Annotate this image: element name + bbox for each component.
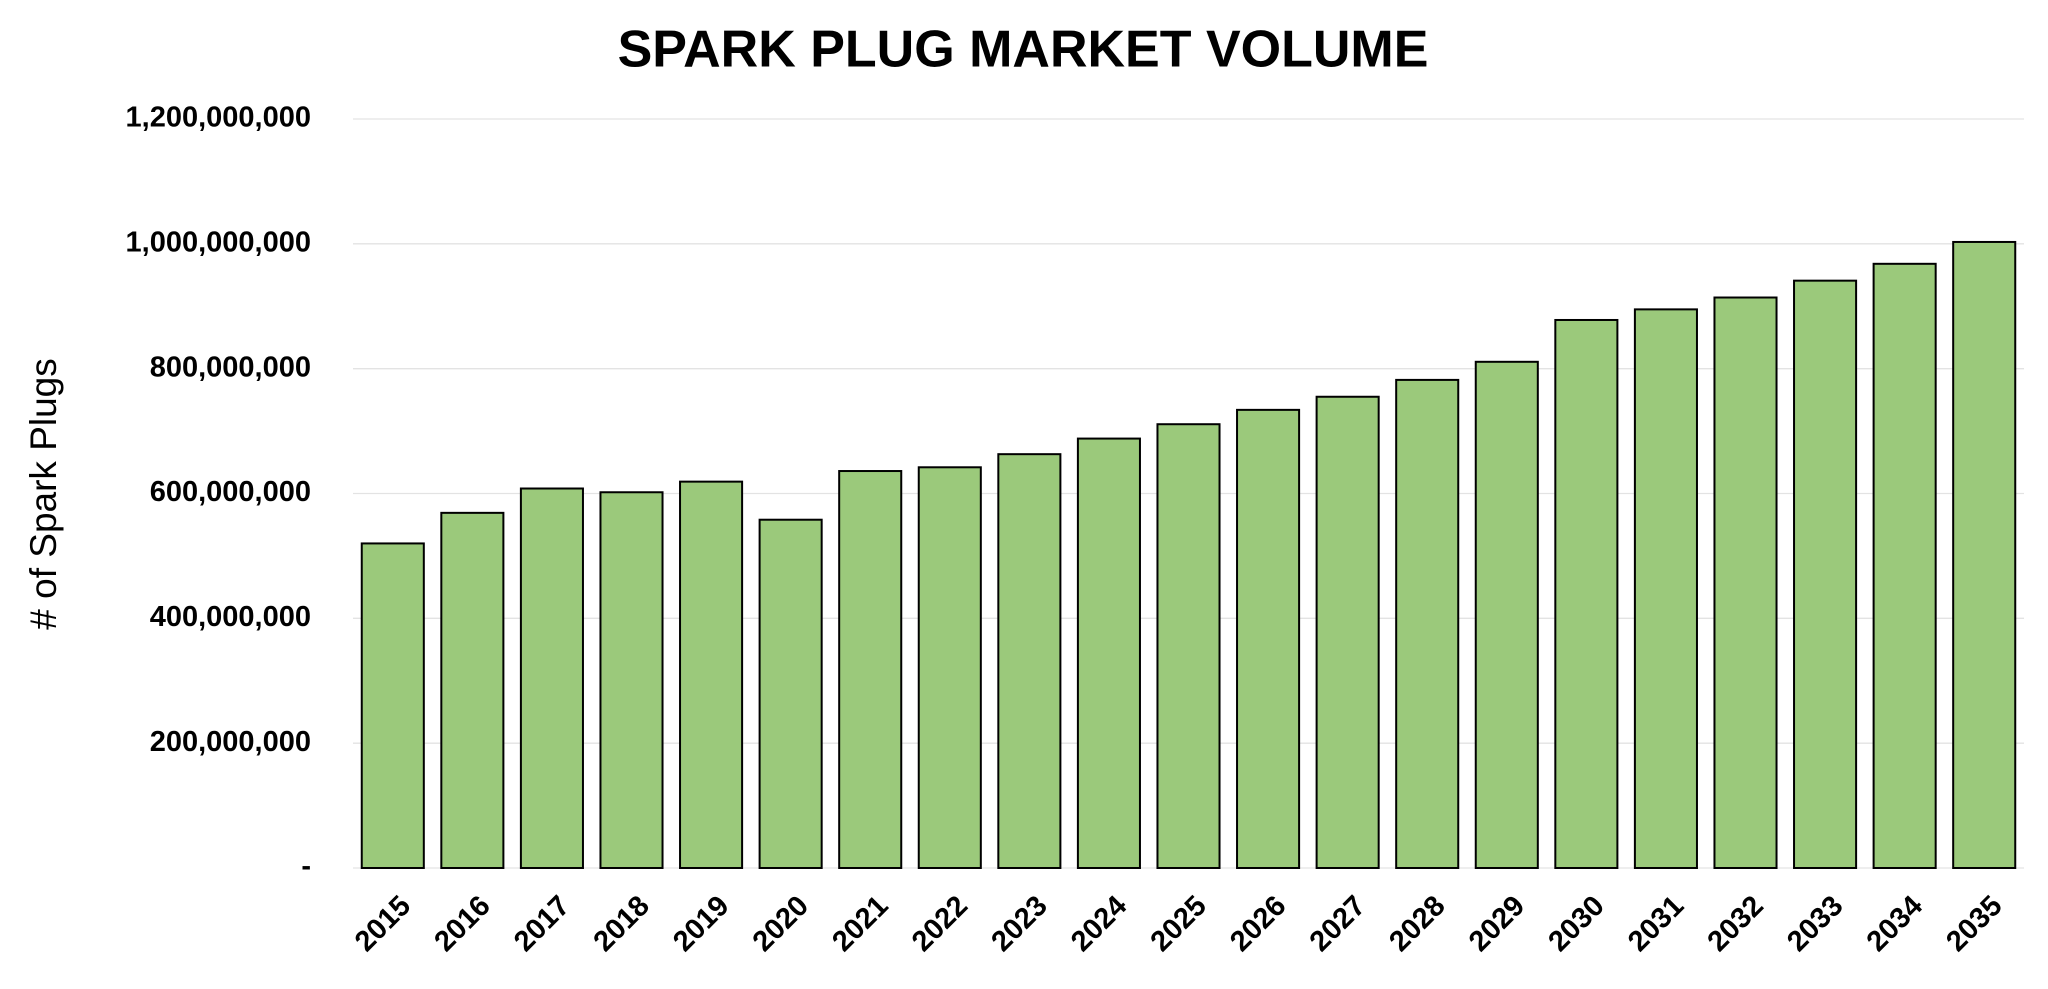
- x-tick-label: 2020: [747, 890, 815, 958]
- bar: [679, 480, 744, 869]
- y-tick-label: 1,000,000,000: [126, 226, 311, 258]
- x-tick-label: 2021: [826, 890, 894, 958]
- x-tick-label: 2026: [1224, 890, 1292, 958]
- y-tick-label: 200,000,000: [150, 726, 311, 758]
- bar: [519, 487, 584, 869]
- bar: [758, 518, 823, 870]
- bar: [1395, 378, 1460, 869]
- bar: [1315, 395, 1380, 869]
- bar: [1236, 408, 1301, 869]
- x-tick-label: 2031: [1622, 890, 1690, 958]
- x-tick-label: 2028: [1383, 890, 1451, 958]
- x-tick-label: 2017: [508, 890, 576, 958]
- x-tick-label: 2024: [1065, 890, 1133, 958]
- bar: [1952, 240, 2017, 870]
- y-tick-label: 600,000,000: [150, 476, 311, 508]
- bar: [1554, 318, 1619, 869]
- y-tick-label: 1,200,000,000: [126, 102, 311, 134]
- bar: [599, 491, 664, 869]
- bar: [917, 466, 982, 869]
- y-tick-label: -: [301, 851, 311, 883]
- bar: [1713, 296, 1778, 869]
- x-tick-label: 2016: [428, 890, 496, 958]
- x-tick-label: 2025: [1145, 890, 1213, 958]
- x-tick-label: 2032: [1702, 890, 1770, 958]
- y-axis-title: # of Spark Plugs: [23, 358, 64, 629]
- bar: [1474, 360, 1539, 869]
- x-tick-label: 2023: [985, 890, 1053, 958]
- x-tick-label: 2027: [1304, 890, 1372, 958]
- bar: [1633, 308, 1698, 869]
- x-tick-label: 2029: [1463, 890, 1531, 958]
- bar: [1156, 423, 1221, 869]
- bar: [1793, 279, 1858, 869]
- y-tick-label: 800,000,000: [150, 351, 311, 383]
- x-tick-label: 2018: [588, 890, 656, 958]
- bar: [360, 542, 425, 870]
- x-tick-label: 2035: [1940, 890, 2008, 958]
- bar: [1076, 437, 1141, 869]
- x-tick-label: 2015: [349, 890, 417, 958]
- x-tick-label: 2019: [667, 890, 735, 958]
- chart-title: SPARK PLUG MARKET VOLUME: [618, 21, 1429, 79]
- x-tick-label: 2034: [1861, 890, 1929, 958]
- x-tick-label: 2030: [1542, 890, 1610, 958]
- bar: [1872, 262, 1937, 870]
- bar: [838, 470, 903, 869]
- x-tick-label: 2033: [1781, 890, 1849, 958]
- x-tick-label: 2022: [906, 890, 974, 958]
- bar: [440, 511, 505, 870]
- bar: [997, 453, 1062, 869]
- y-tick-label: 400,000,000: [150, 601, 311, 633]
